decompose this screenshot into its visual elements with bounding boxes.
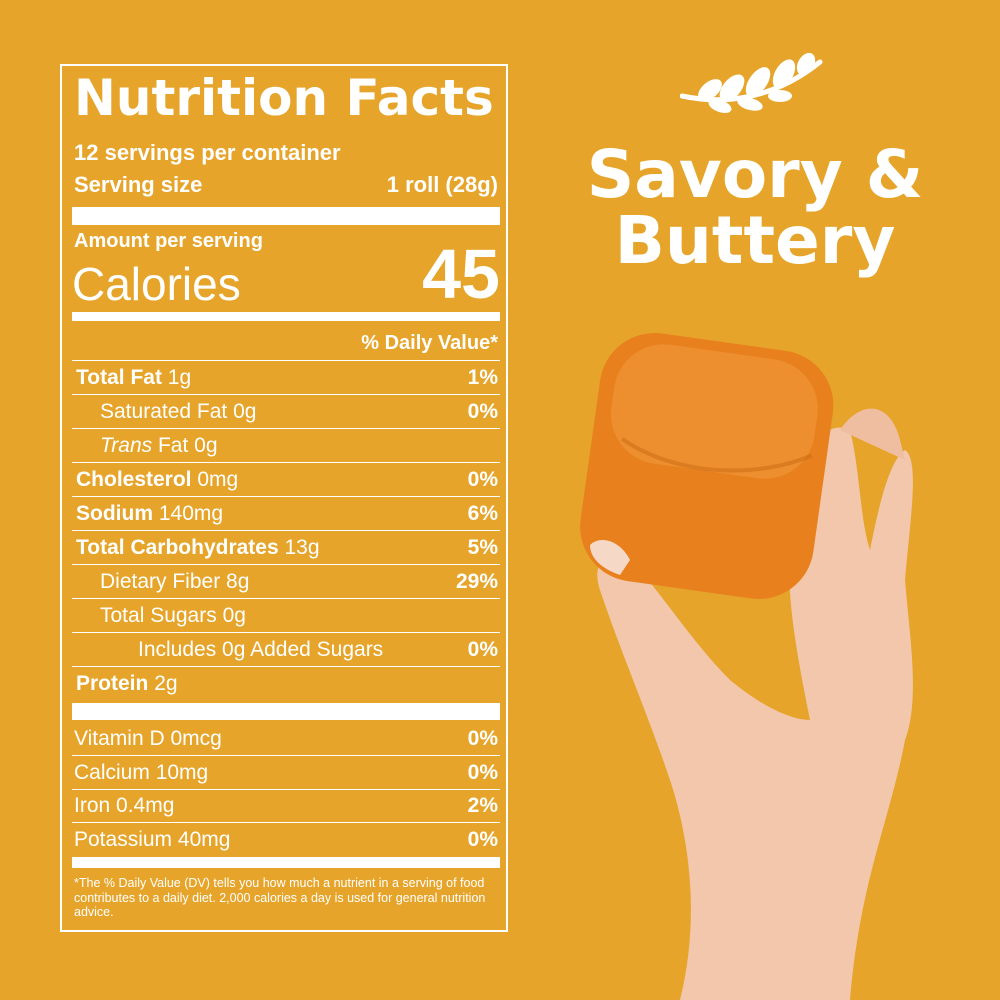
nutrient-text: Total Fat 1g (72, 366, 191, 389)
nutrient-amount: Fat 0g (157, 434, 218, 457)
nutrient-text: Calcium 10mg (72, 761, 208, 784)
nutrient-name: Iron (74, 794, 111, 817)
nutrient-row: Calcium 10mg 0% (72, 756, 500, 790)
nutrient-name: Calcium (74, 761, 150, 784)
nutrient-name: Total Carbohydrates (76, 536, 279, 559)
serving-size-label: Serving size (74, 172, 203, 197)
nutrient-amount: 10mg (155, 761, 209, 784)
nutrient-name: Total Fat (76, 366, 162, 389)
leaf-icon (680, 52, 823, 113)
daily-value: 5% (467, 536, 498, 559)
tagline-line1: Savory & (586, 136, 924, 213)
nutrient-amount: 0mg (197, 468, 239, 491)
serving-size: 1 roll (28g) (386, 172, 498, 197)
footnote: *The % Daily Value (DV) tells you how mu… (74, 876, 486, 919)
daily-value: 0% (467, 828, 498, 851)
nutrient-amount: 8g (226, 570, 250, 593)
nutrient-amount: 0g (222, 604, 246, 627)
nutrient-row: Sodium 140mg 6% (72, 497, 500, 531)
nutrient-amount: 40mg (177, 828, 231, 851)
nutrient-amount: 0.4mg (116, 794, 175, 817)
medium-rule (72, 312, 500, 321)
nutrient-text: Trans Fat 0g (72, 434, 218, 457)
label-title: Nutrition Facts (74, 69, 494, 127)
product-photo (580, 332, 913, 1000)
nutrient-text: Includes 0g Added Sugars (72, 638, 383, 661)
nutrient-text: Protein 2g (72, 672, 178, 695)
daily-value: 0% (467, 727, 498, 750)
amount-per-serving: Amount per serving (74, 230, 263, 252)
nutrient-name: Trans (100, 434, 153, 457)
nutrient-text: Dietary Fiber 8g (72, 570, 249, 593)
nutrient-amount: 13g (284, 536, 320, 559)
nutrient-row: Saturated Fat 0g 0% (72, 395, 500, 429)
nutrient-amount: 0g (233, 400, 257, 423)
thick-rule (72, 207, 500, 225)
nutrient-name: Cholesterol (76, 468, 192, 491)
nutrient-text: Saturated Fat 0g (72, 400, 256, 423)
calories-value: 45 (422, 235, 500, 313)
nutrient-row: Dietary Fiber 8g 29% (72, 565, 500, 599)
nutrient-text: Iron 0.4mg (72, 794, 174, 817)
nutrient-name: Dietary Fiber (100, 570, 221, 593)
daily-value: 29% (455, 570, 498, 593)
nutrient-name: Protein (76, 672, 149, 695)
nutrient-name: Saturated Fat (100, 400, 228, 423)
daily-value: 1% (467, 366, 498, 389)
nutrient-text: Total Sugars 0g (72, 604, 246, 627)
nutrient-row: Total Carbohydrates 13g 5% (72, 531, 500, 565)
daily-value: 0% (467, 400, 498, 423)
nutrient-text: Potassium 40mg (72, 828, 230, 851)
servings: 12 servings per container (74, 140, 341, 165)
nutrient-row: Total Fat 1g 1% (72, 361, 500, 395)
nutrient-row: Total Sugars 0g (72, 599, 500, 633)
nutrient-text: Total Carbohydrates 13g (72, 536, 320, 559)
nutrient-row: Protein 2g (72, 667, 500, 701)
nutrient-row: Trans Fat 0g (72, 429, 500, 463)
nutrient-text: Vitamin D 0mcg (72, 727, 222, 750)
nutrient-name: Potassium (74, 828, 173, 851)
nutrient-amount: 1g (167, 366, 192, 389)
daily-value: 0% (467, 761, 498, 784)
nutrient-row: Cholesterol 0mg 0% (72, 463, 500, 497)
rule (72, 360, 500, 361)
thick-rule (72, 703, 500, 720)
daily-value: 2% (467, 794, 498, 817)
daily-value: 0% (467, 638, 498, 661)
calories-label: Calories (72, 258, 241, 310)
nutrient-name: Includes 0g Added Sugars (138, 638, 384, 661)
nutrient-text: Cholesterol 0mg (72, 468, 238, 491)
nutrient-amount: 0mcg (170, 727, 222, 750)
nutrient-row: Potassium 40mg 0% (72, 823, 500, 857)
thick-rule (72, 857, 500, 868)
daily-value: 6% (467, 502, 498, 525)
nutrient-row: Iron 0.4mg 2% (72, 789, 500, 823)
daily-value: 0% (467, 468, 498, 491)
nutrient-amount: 2g (154, 672, 178, 695)
nutrient-row: Includes 0g Added Sugars 0% (72, 633, 500, 667)
nutrient-name: Sodium (76, 502, 153, 525)
nutrient-name: Vitamin D (74, 727, 165, 750)
daily-value-header: % Daily Value* (361, 332, 498, 354)
nutrient-row: Vitamin D 0mcg 0% (72, 722, 500, 756)
nutrient-amount: 140mg (158, 502, 224, 525)
tagline-line2: Buttery (614, 202, 896, 279)
nutrient-text: Sodium 140mg (72, 502, 223, 525)
nutrition-label (60, 64, 508, 932)
nutrient-name: Total Sugars (100, 604, 217, 627)
